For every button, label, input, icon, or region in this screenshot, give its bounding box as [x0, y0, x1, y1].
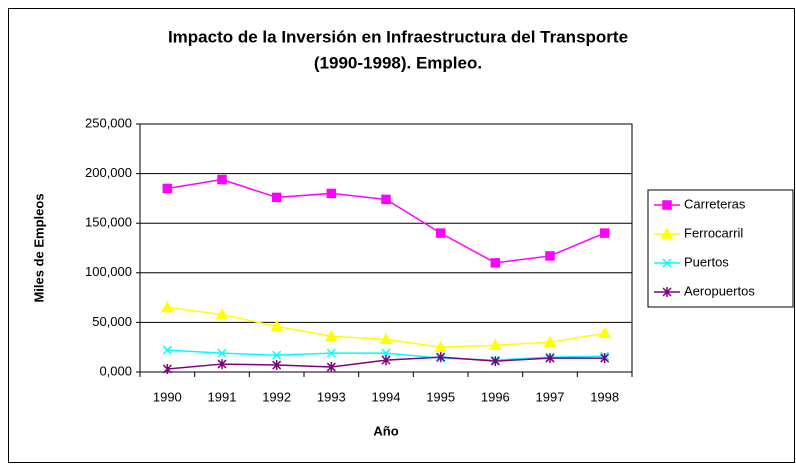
marker: [434, 340, 447, 352]
marker: [326, 362, 336, 373]
marker: [217, 348, 227, 358]
y-tick-label: 50,000: [92, 314, 132, 329]
y-tick-label: 100,000: [85, 264, 132, 279]
x-tick-label: 1991: [208, 389, 237, 404]
chart-title: (1990-1998). Empleo.: [314, 53, 482, 72]
x-tick-label: 1995: [426, 389, 455, 404]
y-tick-label: 0,000: [99, 363, 132, 378]
marker: [381, 194, 391, 205]
marker: [490, 356, 500, 367]
marker: [162, 183, 173, 194]
marker: [326, 188, 337, 199]
legend-box: [647, 189, 794, 308]
marker: [381, 355, 391, 366]
x-tick-label: 1994: [372, 389, 401, 404]
y-tick-label: 250,000: [85, 115, 132, 130]
marker: [270, 319, 283, 332]
x-tick-label: 1990: [153, 389, 182, 404]
marker: [215, 307, 229, 320]
x-tick-label: 1997: [536, 389, 565, 404]
marker: [599, 228, 610, 238]
y-axis-title: Miles de Empleos: [31, 193, 46, 302]
marker: [662, 287, 672, 297]
plot-border: [139, 123, 633, 373]
plot-area: [140, 124, 632, 372]
marker: [660, 227, 674, 239]
marker: [272, 350, 282, 360]
x-tick-label: 1998: [590, 389, 619, 404]
marker: [162, 364, 172, 375]
marker: [325, 329, 338, 342]
marker: [545, 353, 555, 364]
marker: [600, 353, 610, 364]
legend-label: Carreteras: [684, 196, 746, 211]
marker: [490, 258, 501, 268]
marker: [543, 335, 557, 347]
legend-label: Ferrocarril: [684, 225, 743, 240]
x-tick-label: 1996: [481, 389, 510, 404]
marker: [217, 174, 227, 185]
marker: [435, 228, 446, 238]
marker: [217, 359, 227, 370]
marker: [598, 326, 611, 339]
chart-title: Impacto de la Inversión en Infraestructu…: [168, 27, 628, 46]
x-tick-label: 1993: [317, 389, 346, 404]
legend-label: Puertos: [684, 254, 729, 269]
x-tick-label: 1992: [262, 389, 291, 404]
marker: [436, 352, 446, 363]
legend-label: Aeropuertos: [684, 283, 755, 298]
x-axis-title: Año: [373, 423, 398, 438]
marker: [272, 360, 282, 371]
marker: [161, 300, 174, 313]
y-tick-label: 150,000: [85, 215, 132, 230]
marker: [271, 192, 282, 203]
marker: [381, 348, 391, 358]
y-tick-label: 200,000: [85, 165, 132, 180]
marker: [662, 258, 672, 268]
marker: [489, 338, 502, 350]
marker: [545, 251, 555, 261]
marker: [162, 345, 172, 355]
marker: [379, 332, 393, 345]
marker: [326, 348, 336, 358]
marker: [662, 200, 672, 210]
